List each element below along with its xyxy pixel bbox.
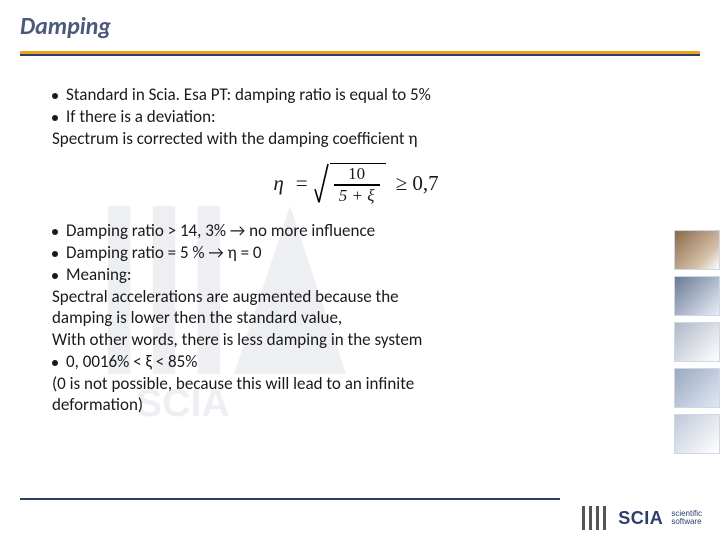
body-line: Spectrum is corrected with the damping c… — [52, 128, 660, 150]
formula-numerator: 10 — [348, 165, 365, 183]
bullet-icon — [52, 93, 58, 99]
formula-denominator: 5 + ξ — [339, 187, 375, 205]
bullet-text: Damping ratio = 5 % → η = 0 — [66, 242, 262, 264]
sqrt: 10 5 + ξ — [314, 163, 386, 204]
body-line: (0 is not possible, because this will le… — [52, 373, 660, 395]
slide-title: Damping — [20, 12, 700, 41]
formula-rhs: ≥ 0,7 — [396, 170, 439, 197]
slide-header: Damping — [0, 0, 720, 47]
body-line: deformation) — [52, 394, 660, 416]
bullet-icon — [52, 115, 58, 121]
formula: η = 10 5 + ξ ≥ 0,7 — [52, 149, 660, 220]
equals-sign: = — [296, 170, 308, 197]
bullet-icon — [52, 273, 58, 279]
thumbnail-image — [674, 414, 720, 454]
logo-icon — [582, 506, 610, 530]
body-line: With other words, there is less damping … — [52, 329, 660, 351]
bullet-text: 0, 0016% < ξ < 85% — [66, 351, 197, 373]
footer-rule — [20, 498, 560, 500]
brand-logo: SCIA scientific software — [582, 506, 702, 530]
bullet-item: Meaning: — [52, 264, 660, 286]
bullet-icon — [52, 229, 58, 235]
body-line: Spectral accelerations are augmented bec… — [52, 286, 660, 308]
logo-brand-text: SCIA — [618, 508, 663, 529]
formula-lhs: η — [273, 170, 283, 197]
bullet-icon — [52, 360, 58, 366]
bullet-item: If there is a deviation: — [52, 106, 660, 128]
logo-tagline: software — [671, 518, 702, 526]
bullet-item: 0, 0016% < ξ < 85% — [52, 351, 660, 373]
bullet-text: Damping ratio > 14, 3% → no more influen… — [66, 220, 375, 242]
bullet-icon — [52, 251, 58, 257]
bullet-item: Damping ratio = 5 % → η = 0 — [52, 242, 660, 264]
body-line: damping is lower then the standard value… — [52, 307, 660, 329]
slide-body: Standard in Scia. Esa PT: damping ratio … — [0, 56, 720, 416]
bullet-text: Standard in Scia. Esa PT: damping ratio … — [66, 84, 431, 106]
bullet-item: Standard in Scia. Esa PT: damping ratio … — [52, 84, 660, 106]
sqrt-radical-icon — [314, 163, 330, 204]
bullet-text: Meaning: — [66, 264, 131, 286]
bullet-item: Damping ratio > 14, 3% → no more influen… — [52, 220, 660, 242]
bullet-text: If there is a deviation: — [66, 106, 216, 128]
